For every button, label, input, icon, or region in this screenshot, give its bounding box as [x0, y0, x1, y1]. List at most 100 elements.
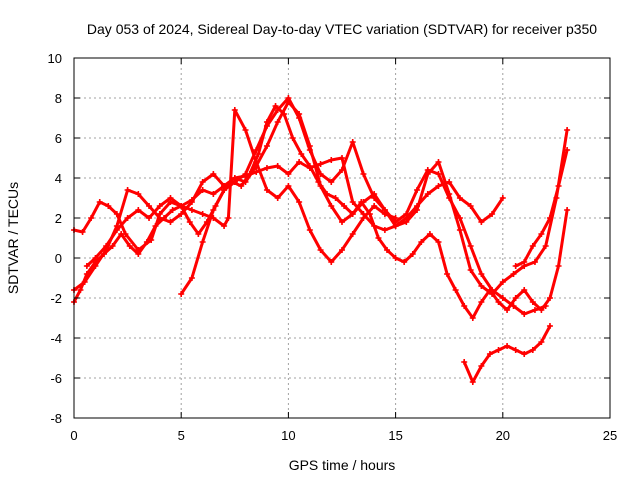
data-point-marker: [371, 195, 378, 201]
data-point-marker: [486, 351, 493, 357]
axis-ticks: 0 5 10 15 20 25 -8 -6 -4 -2 0 2 4 6 8 10: [48, 51, 618, 443]
data-point-marker: [263, 187, 270, 193]
data-point-marker: [188, 275, 195, 281]
data-point-marker: [81, 279, 88, 285]
data-point-marker: [371, 203, 378, 209]
data-point-marker: [495, 347, 502, 353]
data-point-marker: [546, 295, 553, 301]
data-point-marker: [381, 227, 388, 233]
data-point-marker: [272, 103, 279, 109]
data-point-marker: [255, 151, 262, 157]
data-point-marker: [510, 271, 517, 277]
data-point-marker: [435, 159, 442, 165]
data-point-marker: [263, 123, 270, 129]
data-point-marker: [274, 195, 281, 201]
data-point-marker: [231, 179, 238, 185]
data-point-marker: [210, 171, 217, 177]
chart-title: Day 053 of 2024, Sidereal Day-to-day VTE…: [87, 21, 597, 37]
data-point-marker: [349, 231, 356, 237]
series-line: [72, 156, 505, 252]
y-tick-label: 2: [55, 211, 62, 226]
data-point-marker: [521, 311, 528, 317]
data-point-marker: [199, 239, 206, 245]
data-point-marker: [332, 195, 339, 201]
data-point-marker: [384, 247, 391, 253]
data-point-marker: [341, 203, 348, 209]
x-tick-label: 0: [70, 428, 77, 443]
series-track-5: [178, 95, 571, 297]
data-point-marker: [328, 179, 335, 185]
data-point-marker: [339, 219, 345, 225]
data-point-marker: [349, 211, 356, 217]
data-point-marker: [555, 263, 562, 269]
data-point-marker: [446, 191, 453, 197]
data-point-marker: [360, 215, 367, 221]
data-point-marker: [414, 187, 421, 193]
data-point-marker: [512, 347, 519, 353]
data-point-marker: [328, 259, 335, 265]
data-point-marker: [274, 107, 281, 113]
data-point-marker: [414, 207, 421, 213]
data-point-marker: [88, 215, 95, 221]
data-point-marker: [124, 215, 131, 221]
data-point-marker: [510, 303, 517, 309]
data-point-marker: [499, 195, 506, 201]
data-point-marker: [242, 171, 249, 177]
data-point-marker: [298, 151, 305, 157]
data-point-marker: [92, 255, 99, 261]
data-point-marker: [489, 291, 496, 297]
data-point-marker: [103, 243, 110, 249]
data-point-marker: [135, 251, 142, 257]
data-point-marker: [512, 295, 519, 301]
data-point-marker: [146, 215, 153, 221]
data-series: [71, 95, 571, 385]
data-point-marker: [435, 171, 442, 177]
x-tick-label: 5: [178, 428, 185, 443]
data-point-marker: [156, 215, 163, 221]
grid-lines: [74, 58, 610, 418]
data-point-marker: [188, 207, 195, 213]
data-point-marker: [225, 215, 232, 221]
data-point-marker: [253, 159, 260, 165]
data-point-marker: [529, 299, 536, 305]
data-point-marker: [546, 323, 553, 329]
data-point-marker: [538, 231, 545, 237]
data-point-marker: [238, 183, 245, 189]
data-point-marker: [242, 127, 249, 133]
data-point-marker: [531, 307, 538, 313]
data-point-marker: [469, 379, 476, 385]
data-point-marker: [167, 219, 174, 225]
data-point-marker: [392, 223, 399, 229]
data-point-marker: [156, 203, 163, 209]
data-point-marker: [478, 363, 485, 369]
data-point-marker: [456, 227, 463, 233]
data-point-marker: [210, 191, 217, 197]
data-point-marker: [461, 359, 468, 365]
data-point-marker: [478, 299, 485, 305]
data-point-marker: [467, 267, 474, 273]
y-axis-label: SDTVAR / TECUs: [5, 182, 21, 294]
data-point-marker: [105, 203, 112, 209]
data-point-marker: [461, 303, 468, 309]
data-point-marker: [167, 195, 174, 201]
data-point-marker: [328, 157, 335, 163]
data-point-marker: [188, 199, 195, 205]
y-tick-label: 8: [55, 91, 62, 106]
data-point-marker: [467, 203, 474, 209]
data-point-marker: [495, 299, 502, 305]
data-point-marker: [349, 139, 356, 145]
data-point-marker: [169, 207, 176, 213]
y-tick-label: -2: [50, 291, 62, 306]
data-point-marker: [542, 243, 549, 249]
y-tick-label: -4: [50, 331, 62, 346]
data-point-marker: [135, 191, 142, 197]
data-point-marker: [274, 163, 281, 169]
data-point-marker: [478, 271, 485, 277]
data-point-marker: [178, 291, 185, 297]
data-point-marker: [296, 159, 303, 165]
data-point-marker: [253, 147, 260, 153]
series-track-7: [512, 147, 571, 269]
data-point-marker: [360, 171, 367, 177]
y-tick-label: 10: [48, 51, 62, 66]
data-point-marker: [418, 239, 425, 245]
